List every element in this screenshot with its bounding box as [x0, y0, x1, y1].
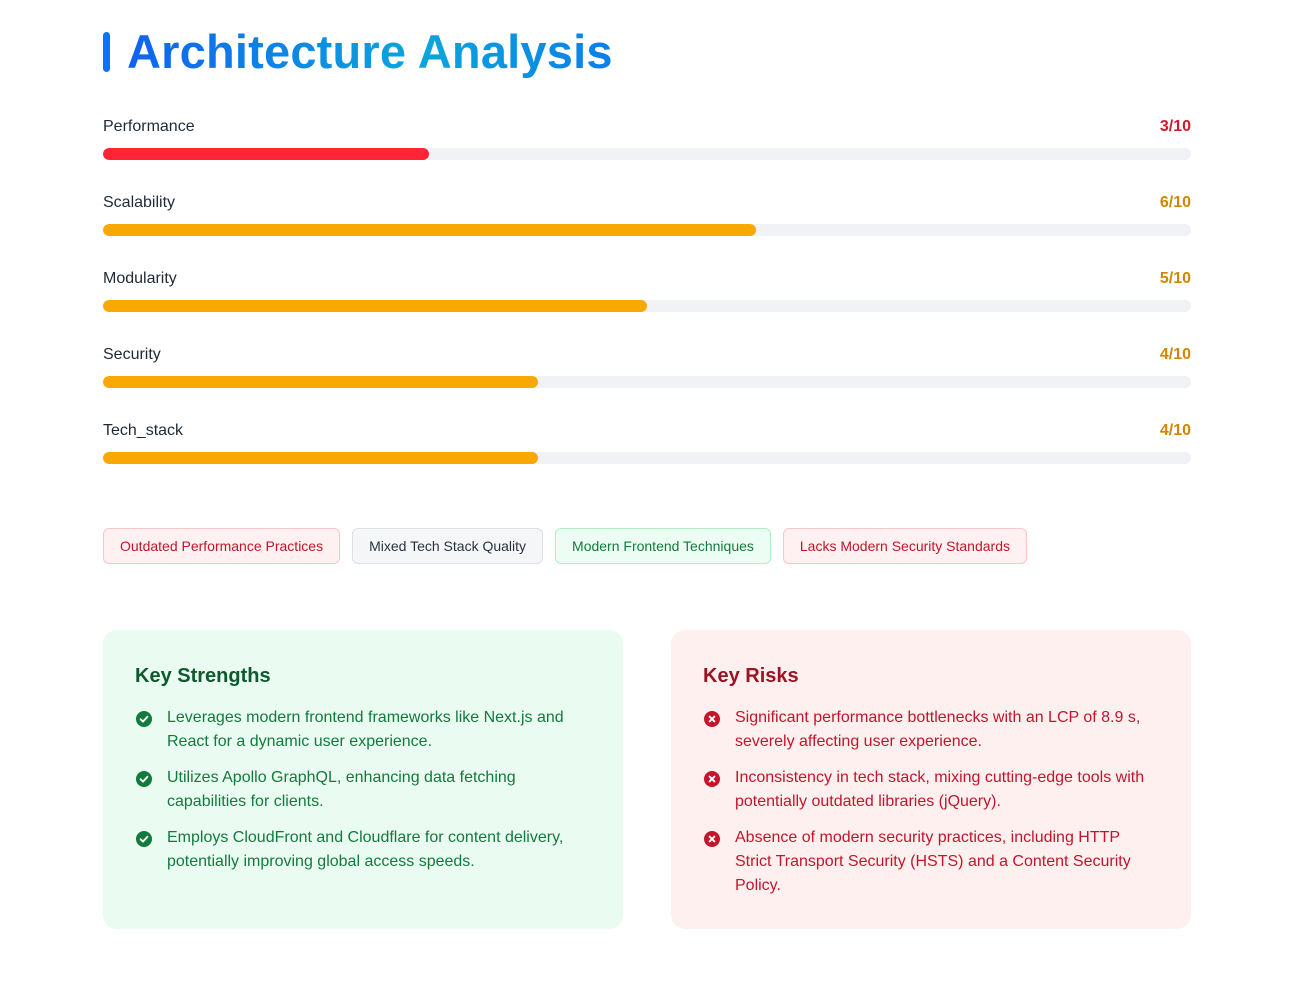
metrics-list: Performance 3/10 Scalability 6/10 Modula… [103, 117, 1191, 497]
strength-item: Leverages modern frontend frameworks lik… [135, 706, 591, 754]
analysis-panel: Architecture Analysis Performance 3/10 S… [103, 0, 1191, 929]
metric-label: Security [103, 346, 161, 363]
risk-item: Inconsistency in tech stack, mixing cutt… [703, 766, 1159, 814]
summary-cards: Key Strengths Leverages modern frontend … [103, 630, 1191, 929]
strengths-card: Key Strengths Leverages modern frontend … [103, 630, 623, 929]
tag-outdated-performance: Outdated Performance Practices [103, 528, 341, 564]
risks-title: Key Risks [703, 665, 799, 687]
metric-score: 3/10 [1159, 118, 1191, 135]
metric-score: 5/10 [1159, 270, 1191, 287]
metric-performance: Performance 3/10 [103, 117, 1191, 193]
x-circle-icon [704, 831, 720, 847]
risk-text: Significant performance bottlenecks with… [735, 709, 1141, 750]
risk-item: Absence of modern security practices, in… [703, 826, 1159, 898]
tag-list: Outdated Performance Practices Mixed Tec… [103, 528, 1027, 564]
metric-security: Security 4/10 [103, 345, 1191, 421]
tag-modern-frontend: Modern Frontend Techniques [555, 528, 771, 564]
progress-track [103, 148, 1191, 160]
progress-fill [103, 224, 756, 236]
metric-score: 6/10 [1159, 194, 1191, 211]
x-circle-icon [704, 771, 720, 787]
metric-label: Tech_stack [103, 422, 184, 439]
strengths-list: Leverages modern frontend frameworks lik… [135, 706, 591, 874]
risk-text: Absence of modern security practices, in… [735, 829, 1131, 894]
tag-lacks-security: Lacks Modern Security Standards [782, 528, 1027, 564]
risks-list: Significant performance bottlenecks with… [703, 706, 1159, 898]
risk-item: Significant performance bottlenecks with… [703, 706, 1159, 754]
progress-track [103, 224, 1191, 236]
tag-mixed-tech-stack: Mixed Tech Stack Quality [352, 528, 544, 564]
check-circle-icon [136, 831, 152, 847]
strength-text: Leverages modern frontend frameworks lik… [167, 709, 564, 750]
strength-item: Employs CloudFront and Cloudflare for co… [135, 826, 591, 874]
risks-card: Key Risks Significant performance bottle… [671, 630, 1191, 929]
metric-modularity: Modularity 5/10 [103, 269, 1191, 345]
progress-fill [103, 452, 539, 464]
check-circle-icon [136, 771, 152, 787]
check-circle-icon [136, 711, 152, 727]
progress-fill [103, 376, 539, 388]
strength-text: Utilizes Apollo GraphQL, enhancing data … [167, 769, 516, 810]
risk-text: Inconsistency in tech stack, mixing cutt… [735, 769, 1145, 810]
progress-fill [103, 148, 430, 160]
title-accent-bar [103, 32, 110, 72]
x-circle-icon [704, 711, 720, 727]
metric-label: Performance [103, 118, 195, 135]
metric-tech-stack: Tech_stack 4/10 [103, 421, 1191, 497]
progress-fill [103, 300, 647, 312]
metric-score: 4/10 [1159, 346, 1191, 363]
strength-text: Employs CloudFront and Cloudflare for co… [167, 829, 564, 870]
page-title: Architecture Analysis [127, 25, 613, 78]
metric-label: Modularity [103, 270, 177, 287]
strength-item: Utilizes Apollo GraphQL, enhancing data … [135, 766, 591, 814]
progress-track [103, 376, 1191, 388]
metric-score: 4/10 [1159, 422, 1191, 439]
title-row: Architecture Analysis [103, 0, 1191, 104]
progress-track [103, 452, 1191, 464]
progress-track [103, 300, 1191, 312]
metric-scalability: Scalability 6/10 [103, 193, 1191, 269]
metric-label: Scalability [103, 194, 176, 211]
strengths-title: Key Strengths [135, 665, 271, 687]
